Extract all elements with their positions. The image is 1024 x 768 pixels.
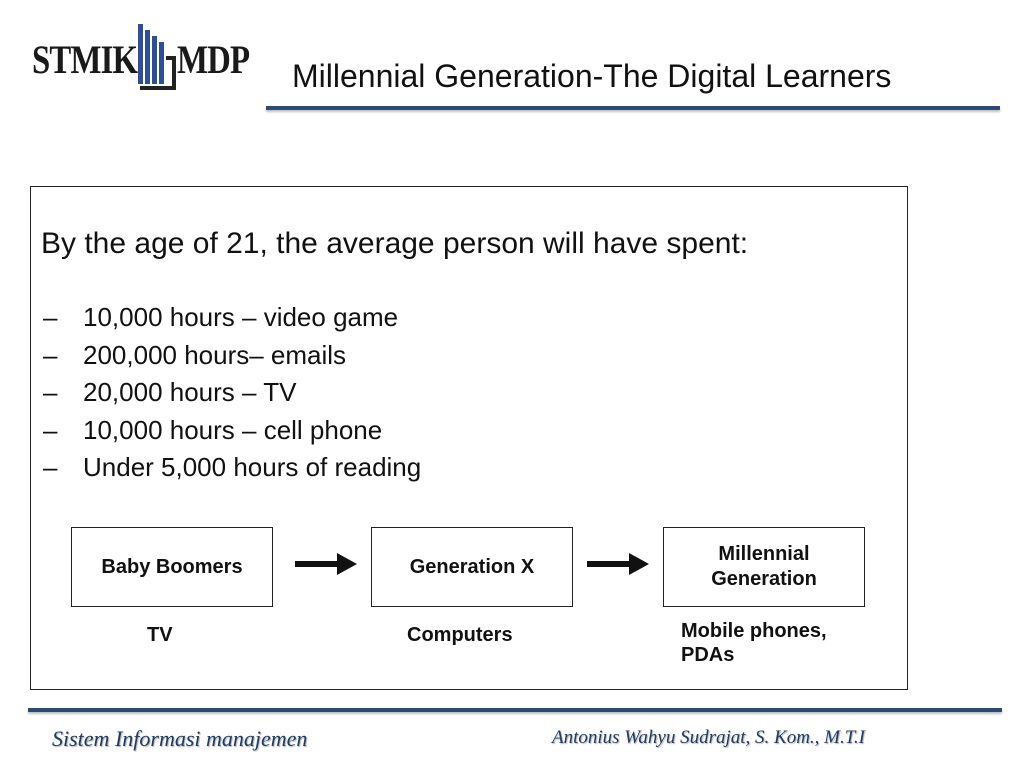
arrow-right-icon xyxy=(295,553,357,575)
generation-box-generation-x: Generation X xyxy=(371,527,573,607)
page-title: Millennial Generation-The Digital Learne… xyxy=(292,58,892,94)
arrow-right-icon xyxy=(587,553,649,575)
bullet-text: 20,000 hours – TV xyxy=(83,377,297,407)
title-divider xyxy=(266,106,1000,110)
content-box: By the age of 21, the average person wil… xyxy=(30,186,908,690)
technology-label-computers: Computers xyxy=(407,624,513,646)
generation-label: Generation X xyxy=(409,555,535,578)
generation-box-millennial: Millennial Generation xyxy=(663,527,865,607)
technology-label-tv: TV xyxy=(147,624,173,646)
generation-box-baby-boomers: Baby Boomers xyxy=(71,527,273,607)
logo-text-left: STMIK xyxy=(32,37,138,82)
logo-books-icon xyxy=(138,24,176,90)
list-item: –200,000 hours– emails xyxy=(43,339,347,370)
bullet-text: 200,000 hours– emails xyxy=(83,339,347,370)
footer-author: Antonius Wahyu Sudrajat, S. Kom., M.T.I xyxy=(552,727,865,748)
logo: STMIK MDP xyxy=(32,22,254,94)
generation-label: Millennial Generation xyxy=(711,543,817,590)
footer-divider xyxy=(28,708,1002,712)
list-item: – Under 5,000 hours of reading xyxy=(43,452,422,482)
list-item: –10,000 hours – video game xyxy=(43,302,399,332)
list-item: –20,000 hours – TV xyxy=(43,377,297,407)
footer-course-title: Sistem Informasi manajemen xyxy=(52,726,308,751)
bullet-text: 10,000 hours – video game xyxy=(83,302,399,332)
generation-label: Baby Boomers xyxy=(101,555,243,578)
bullet-list: –10,000 hours – video game –200,000 hour… xyxy=(43,299,421,487)
technology-label-mobile: Mobile phones, PDAs xyxy=(681,620,827,666)
intro-text: By the age of 21, the average person wil… xyxy=(41,227,749,260)
list-item: –10,000 hours – cell phone xyxy=(43,414,383,445)
bullet-text: 10,000 hours – cell phone xyxy=(83,414,383,445)
logo-text-right: MDP xyxy=(177,37,250,82)
bullet-text: Under 5,000 hours of reading xyxy=(83,452,422,482)
